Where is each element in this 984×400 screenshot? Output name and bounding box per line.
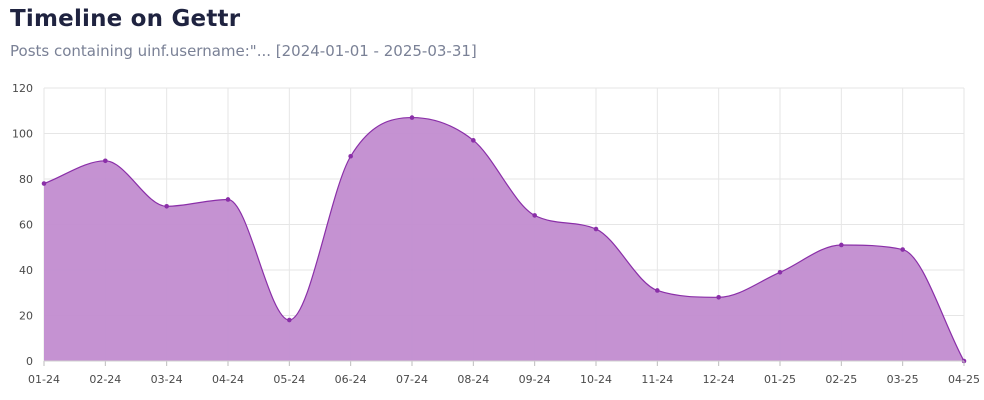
data-point[interactable] <box>409 115 415 120</box>
data-point[interactable] <box>532 213 537 218</box>
data-point[interactable] <box>655 288 660 293</box>
data-point[interactable] <box>348 153 353 159</box>
data-point[interactable] <box>287 317 292 323</box>
data-point[interactable] <box>103 158 108 164</box>
data-point[interactable] <box>839 242 844 248</box>
y-tick-label: 60 <box>19 219 33 232</box>
x-tick-label: 04-24 <box>212 373 244 386</box>
area-fill <box>44 117 964 361</box>
data-point[interactable] <box>593 226 599 232</box>
series-line <box>43 116 965 362</box>
area-layer <box>43 116 965 362</box>
chart-subtitle: Posts containing uinf.username:"... [202… <box>10 42 477 60</box>
x-tick-label: 09-24 <box>519 373 551 386</box>
x-tick-label: 05-24 <box>273 373 305 386</box>
x-tick-label: 04-25 <box>948 373 980 386</box>
x-tick-label: 03-24 <box>151 373 183 386</box>
y-tick-label: 100 <box>12 128 33 141</box>
y-tick-label: 120 <box>12 82 33 95</box>
data-point[interactable] <box>716 295 721 300</box>
axis-layer: 0 20 40 60 80 100 120 01-24 02-24 03-24 04-24 05-24… <box>12 82 980 386</box>
data-point[interactable] <box>777 269 783 275</box>
x-tick-label: 01-24 <box>28 373 60 386</box>
x-tick-label: 02-24 <box>89 373 121 386</box>
x-tick-label: 01-25 <box>764 373 796 386</box>
y-tick-label: 0 <box>26 355 33 368</box>
x-tick-label: 03-25 <box>887 373 919 386</box>
x-tick-label: 07-24 <box>396 373 428 386</box>
x-tick-label: 08-24 <box>457 373 489 386</box>
data-point[interactable] <box>41 181 47 186</box>
chart-title: Timeline on Gettr <box>10 6 241 32</box>
data-point[interactable] <box>471 138 476 143</box>
x-tick-label: 06-24 <box>335 373 367 386</box>
y-tick-label: 80 <box>19 173 33 186</box>
x-tick-label: 10-24 <box>580 373 612 386</box>
point-layer <box>41 115 967 364</box>
y-tick-label: 20 <box>19 310 33 323</box>
data-point[interactable] <box>225 197 231 202</box>
x-tick-label: 02-25 <box>825 373 857 386</box>
data-point[interactable] <box>900 247 905 252</box>
x-tick-label: 11-24 <box>641 373 673 386</box>
x-tick-label: 12-24 <box>703 373 735 386</box>
y-tick-label: 40 <box>19 264 33 277</box>
data-point[interactable] <box>164 204 169 209</box>
